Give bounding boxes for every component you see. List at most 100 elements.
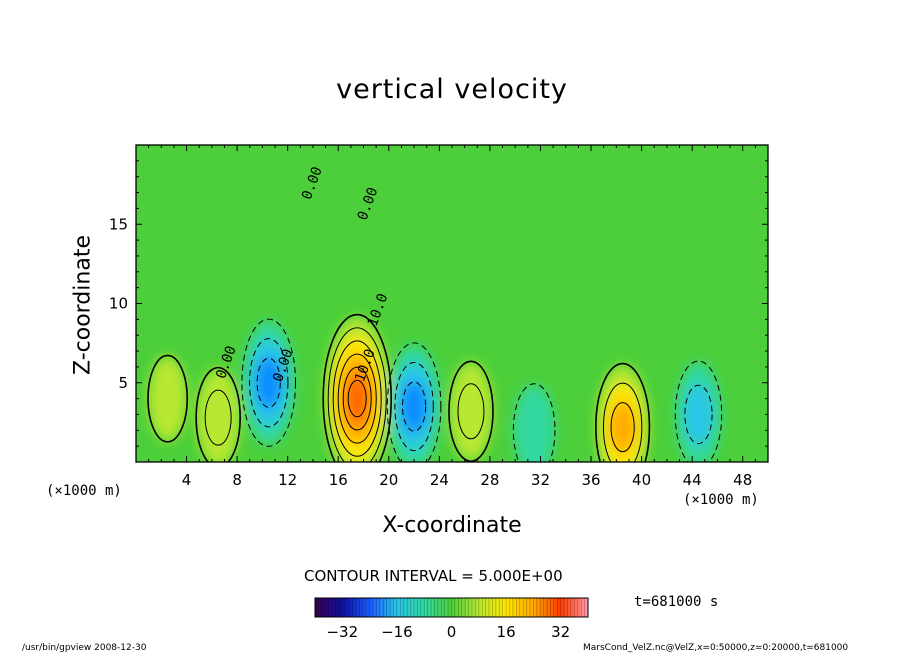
colorbar-segment bbox=[499, 598, 504, 617]
colorbar-segment bbox=[332, 598, 336, 617]
colorbar-segment bbox=[557, 598, 562, 617]
field-cell bbox=[513, 384, 555, 462]
field-cell bbox=[684, 384, 713, 445]
colorbar-segment bbox=[560, 598, 565, 617]
colorbar-tick-label: −32 bbox=[326, 623, 358, 641]
colorbar-segment bbox=[512, 598, 517, 617]
colorbar-segment bbox=[400, 598, 405, 617]
contour-lines bbox=[147, 313, 723, 462]
contour-line bbox=[610, 402, 635, 453]
colorbar-segment bbox=[328, 598, 333, 617]
colorbar-segment bbox=[369, 598, 374, 617]
colorbar-tick-label: −16 bbox=[381, 623, 413, 641]
colorbar-segment bbox=[420, 598, 425, 617]
colorbar-segment bbox=[359, 598, 364, 617]
colorbar-segment bbox=[543, 598, 548, 617]
x-tick-label: 12 bbox=[278, 471, 297, 489]
colorbar-segment bbox=[362, 598, 367, 617]
x-tick-label: 24 bbox=[430, 471, 449, 489]
contour-line bbox=[684, 384, 713, 445]
colorbar-segment bbox=[519, 598, 524, 617]
colorbar-segment bbox=[489, 598, 493, 617]
colorbar-segment bbox=[393, 598, 398, 617]
x-unit-label-right: (×1000 m) bbox=[683, 492, 759, 508]
field-cell bbox=[610, 401, 636, 454]
colorbar-segment bbox=[376, 598, 381, 617]
colorbar-segment bbox=[448, 598, 452, 617]
contour-line bbox=[674, 360, 723, 462]
chart-title: vertical velocity bbox=[336, 74, 568, 105]
colorbar-segment bbox=[403, 598, 408, 617]
contour-line bbox=[147, 354, 189, 443]
colorbar-segment bbox=[492, 598, 497, 617]
colorbar-segment bbox=[529, 598, 534, 617]
contour-line bbox=[457, 383, 485, 440]
contour-line bbox=[332, 340, 382, 457]
contour-line bbox=[204, 389, 232, 446]
colorbar-segment bbox=[386, 598, 391, 617]
contour-line bbox=[256, 357, 281, 408]
field-cell bbox=[256, 356, 282, 409]
colorbar-segment bbox=[321, 598, 326, 617]
contour-line bbox=[347, 379, 367, 418]
colorbar-segment bbox=[584, 598, 589, 617]
x-tick-label: 32 bbox=[531, 471, 550, 489]
x-tick-label: 40 bbox=[632, 471, 651, 489]
x-tick-label: 20 bbox=[379, 471, 398, 489]
x-unit-label-left: (×1000 m) bbox=[46, 483, 122, 499]
colorbar-segment bbox=[454, 598, 459, 617]
colorbar-frame bbox=[314, 597, 589, 618]
colorbar-segment bbox=[335, 598, 340, 617]
colorbar-segment bbox=[410, 598, 415, 617]
time-stamp: t=681000 s bbox=[634, 594, 719, 610]
x-tick-label: 48 bbox=[733, 471, 752, 489]
colorbar-segment bbox=[458, 598, 463, 617]
colorbar-segment bbox=[461, 598, 466, 617]
contour-line bbox=[448, 360, 494, 462]
x-tick-label: 44 bbox=[683, 471, 702, 489]
colorbar-segment bbox=[574, 598, 579, 617]
footer-file-info: MarsCond_VelZ.nc@VelZ,x=0:50000,z=0:2000… bbox=[583, 643, 849, 653]
colorbar-segment bbox=[434, 598, 439, 617]
contour-line bbox=[322, 313, 392, 462]
footer-program-info: /usr/bin/gpview 2008-12-30 bbox=[22, 643, 147, 653]
colorbar-segment bbox=[465, 598, 469, 617]
colorbar-tick-label: 32 bbox=[551, 623, 570, 641]
colorbar-segment bbox=[523, 598, 527, 617]
colorbar-segment bbox=[564, 598, 568, 617]
colorbar-segment bbox=[553, 598, 558, 617]
colorbar-segment bbox=[407, 598, 411, 617]
contour-line bbox=[401, 381, 427, 432]
x-tick-label: 16 bbox=[329, 471, 348, 489]
x-tick-label: 36 bbox=[581, 471, 600, 489]
contour-line bbox=[342, 366, 372, 431]
colorbar-segment bbox=[366, 598, 370, 617]
y-tick-label: 15 bbox=[109, 215, 128, 233]
contour-line bbox=[602, 382, 643, 462]
colorbar-segment bbox=[437, 598, 442, 617]
y-tick-label: 5 bbox=[118, 374, 128, 392]
colorbar-segment bbox=[475, 598, 480, 617]
x-tick-label: 28 bbox=[480, 471, 499, 489]
colorbar-segment bbox=[485, 598, 490, 617]
field-cell bbox=[401, 380, 427, 433]
colorbar-segment bbox=[547, 598, 551, 617]
colorbar-segment bbox=[526, 598, 531, 617]
colorbar-segment bbox=[495, 598, 500, 617]
colorbar-segment bbox=[355, 598, 360, 617]
y-tick-label: 10 bbox=[109, 295, 128, 313]
colorbar-segment bbox=[550, 598, 555, 617]
contour-line bbox=[337, 353, 377, 444]
colorbar-segment bbox=[349, 598, 353, 617]
colorbar-segment bbox=[570, 598, 575, 617]
colorbar-segment bbox=[567, 598, 572, 617]
colorbar-segment bbox=[441, 598, 446, 617]
colorbar-segment bbox=[509, 598, 514, 617]
contour-line bbox=[249, 338, 289, 428]
colorbar-segment bbox=[540, 598, 545, 617]
colorbar-segment bbox=[536, 598, 541, 617]
colorbar-segment bbox=[318, 598, 323, 617]
colorbar-segment bbox=[431, 598, 435, 617]
contour-line bbox=[595, 362, 651, 462]
